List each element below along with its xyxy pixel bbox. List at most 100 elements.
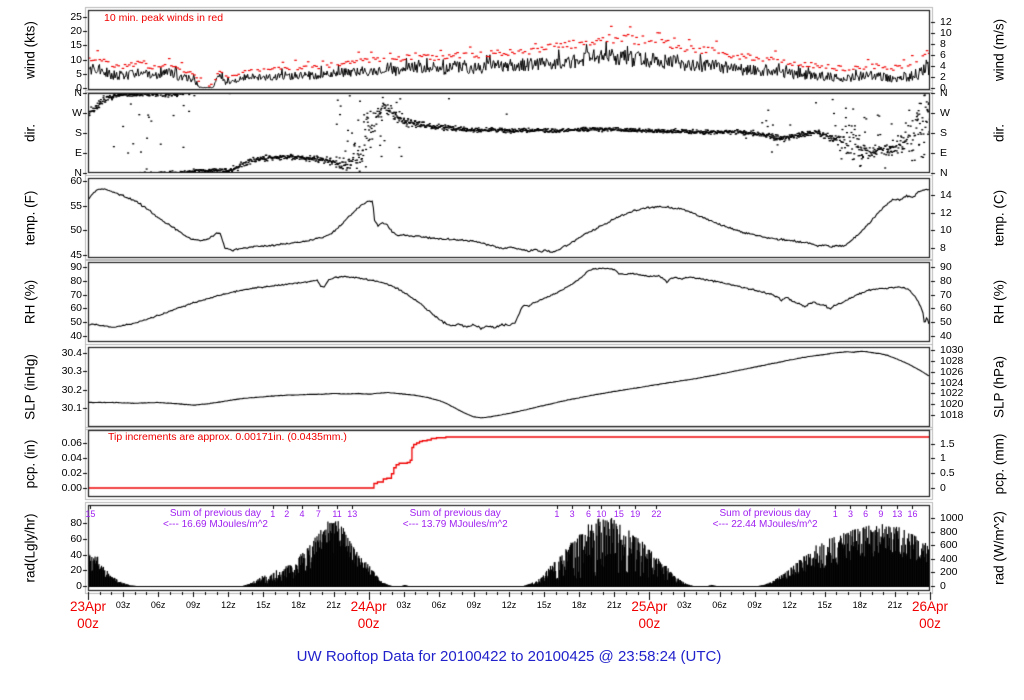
temp-left-axis-label: temp. (F) xyxy=(22,190,38,246)
rh-left-tick-label: 80 xyxy=(70,275,82,287)
x-hour-label: 15z xyxy=(256,600,271,610)
wind-left-tick-label: 20 xyxy=(70,25,82,37)
rad-left-tick-label: 60 xyxy=(70,533,82,545)
slp-right-tick-label: 1028 xyxy=(940,355,964,367)
x-hour-label: 06z xyxy=(712,600,727,610)
rh-left-tick-label: 40 xyxy=(70,330,82,342)
dir-left-axis-label: dir. xyxy=(22,123,38,143)
rad-mjoule-counter: 7 xyxy=(315,509,321,519)
rad-mjoule-counter: 6 xyxy=(586,509,592,519)
rad-mjoule-counter: 1 xyxy=(554,509,560,519)
rad-mjoule-counter: 11 xyxy=(332,509,342,519)
wind-left-tick-label: 25 xyxy=(70,11,82,23)
rad-mjoule-counter: 15 xyxy=(613,509,624,519)
wind-left-axis-label: wind (kts) xyxy=(22,21,38,79)
rad-mjoule-counter: 3 xyxy=(847,509,853,519)
dir-right-tick-label: N xyxy=(940,167,948,179)
pcp-right-tick-label: 0.5 xyxy=(940,467,955,479)
x-day-hour-label: 00z xyxy=(357,616,380,631)
pcp-left-tick-label: 0.00 xyxy=(61,482,82,494)
x-hour-label: 18z xyxy=(852,600,868,610)
pcp-tip-note: Tip increments are approx. 0.00171in. (0… xyxy=(108,431,347,443)
temp-right-tick-label: 12 xyxy=(940,207,952,219)
dir-left-tick-label: S xyxy=(74,127,82,139)
rad-sum-value: <--- 22.44 MJoules/m^2 xyxy=(712,519,818,530)
dir-left-tick-label: W xyxy=(72,107,82,119)
temp-right-tick-label: 14 xyxy=(940,189,952,201)
slp-left-axis-label: SLP (inHg) xyxy=(22,354,38,420)
rad-left-tick-label: 40 xyxy=(70,549,82,561)
rad-right-tick-label: 0 xyxy=(940,580,946,592)
rad-right-tick-label: 400 xyxy=(940,553,958,565)
wind-left-tick-label: 5 xyxy=(76,68,82,80)
rh-left-tick-label: 60 xyxy=(70,302,82,314)
rad-sum-label: Sum of previous day xyxy=(719,508,811,519)
dir-left-tick-label: N xyxy=(74,87,82,99)
temp-right-axis-label: temp. (C) xyxy=(991,189,1007,247)
slp-right-tick-label: 1020 xyxy=(940,398,964,410)
rad-mjoule-counter: 16 xyxy=(907,509,918,519)
rad-sum-value: <--- 16.69 MJoules/m^2 xyxy=(162,519,268,530)
pcp-right-tick-label: 1 xyxy=(940,452,946,464)
rh-left-tick-label: 90 xyxy=(70,261,82,273)
rh-right-tick-label: 70 xyxy=(940,289,952,301)
rad-mjoule-counter: 4 xyxy=(299,509,305,519)
slp-right-tick-label: 1026 xyxy=(940,366,964,378)
x-day-hour-label: 00z xyxy=(77,616,99,631)
slp-right-tick-label: 1024 xyxy=(940,377,964,389)
wind-right-tick-label: 6 xyxy=(940,49,946,61)
x-hour-label: 03z xyxy=(115,600,131,610)
rad-sum-value: <--- 13.79 MJoules/m^2 xyxy=(402,519,508,530)
x-hour-label: 21z xyxy=(887,600,903,610)
rad-sum-label: Sum of previous day xyxy=(409,508,501,519)
slp-right-tick-label: 1018 xyxy=(940,409,964,421)
x-hour-label: 03z xyxy=(396,600,412,610)
pcp-left-tick-label: 0.06 xyxy=(61,437,82,449)
x-day-label: 24Apr xyxy=(350,599,387,614)
wind-right-axis-label: wind (m/s) xyxy=(991,18,1007,82)
dir-right-tick-label: S xyxy=(940,127,948,139)
pcp-left-axis-label: pcp. (in) xyxy=(22,439,38,488)
pcp-right-axis-label: pcp. (mm) xyxy=(991,433,1007,494)
rad-left-axis-label: rad(Lgly/hr) xyxy=(22,513,38,583)
rad-mjoule-counter: 3 xyxy=(569,509,575,519)
x-hour-label: 15z xyxy=(536,600,552,610)
x-day-label: 26Apr xyxy=(911,599,949,614)
rh-left-tick-label: 70 xyxy=(70,289,82,301)
rad-right-tick-label: 600 xyxy=(940,539,958,551)
x-hour-label: 12z xyxy=(221,600,236,610)
rh-left-tick-label: 50 xyxy=(70,316,82,328)
x-hour-label: 09z xyxy=(747,600,762,610)
slp-right-axis-label: SLP (hPa) xyxy=(991,355,1007,419)
wind-left-tick-label: 0 xyxy=(76,82,82,94)
rad-mjoule-counter: 15 xyxy=(85,509,96,519)
x-hour-label: 18z xyxy=(291,600,306,610)
slp-right-tick-label: 1030 xyxy=(940,344,964,356)
wind-peak-note: 10 min. peak winds in red xyxy=(104,12,224,24)
rad-sum-label: Sum of previous day xyxy=(169,508,262,519)
temp-right-tick-label: 10 xyxy=(940,224,952,236)
pcp-left-tick-label: 0.04 xyxy=(61,452,82,464)
x-hour-label: 12z xyxy=(501,600,517,610)
rh-right-tick-label: 40 xyxy=(940,330,952,342)
temp-left-tick-label: 45 xyxy=(70,249,82,261)
dir-left-tick-label: E xyxy=(74,147,82,159)
dir-right-axis-label: dir. xyxy=(991,123,1007,143)
rad-mjoule-counter: 6 xyxy=(863,509,869,519)
x-day-hour-label: 00z xyxy=(919,616,941,631)
rad-mjoule-counter: 19 xyxy=(630,509,641,519)
slp-left-tick-label: 30.1 xyxy=(61,402,82,414)
rad-mjoule-counter: 22 xyxy=(651,509,662,519)
rh-left-axis-label: RH (%) xyxy=(22,279,38,325)
x-hour-label: 09z xyxy=(466,600,482,610)
rad-right-tick-label: 800 xyxy=(940,526,958,538)
rad-mjoule-counter: 13 xyxy=(892,509,903,519)
x-hour-label: 12z xyxy=(782,600,797,610)
slp-left-tick-label: 30.4 xyxy=(61,347,82,359)
slp-left-tick-label: 30.2 xyxy=(61,384,82,396)
rad-mjoule-counter: 1 xyxy=(270,509,276,519)
chart-title: UW Rooftop Data for 20100422 to 20100425… xyxy=(296,648,722,665)
